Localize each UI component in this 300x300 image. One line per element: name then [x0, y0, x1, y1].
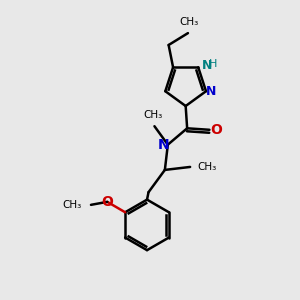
Text: N: N	[158, 138, 169, 152]
Text: O: O	[210, 123, 222, 137]
Text: CH₃: CH₃	[143, 110, 163, 120]
Text: O: O	[101, 195, 113, 209]
Text: H: H	[208, 59, 217, 69]
Text: CH₃: CH₃	[180, 16, 199, 27]
Text: CH₃: CH₃	[62, 200, 82, 210]
Text: CH₃: CH₃	[198, 162, 217, 172]
Text: N: N	[202, 59, 212, 72]
Text: N: N	[206, 85, 217, 98]
